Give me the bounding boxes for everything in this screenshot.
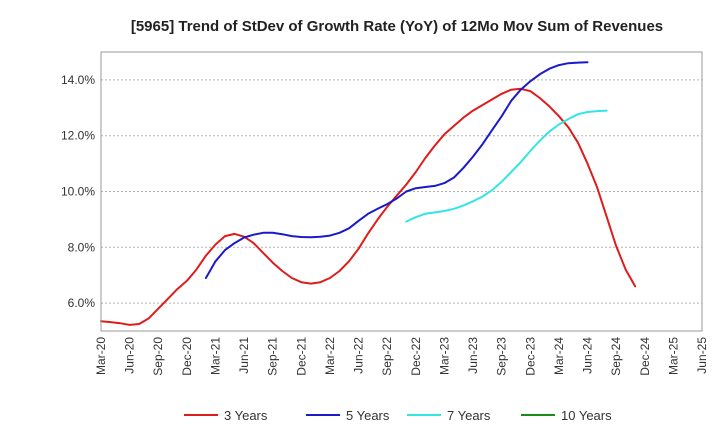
- y-tick-label: 14.0%: [61, 73, 95, 87]
- x-tick-label: Jun-25: [695, 337, 709, 374]
- y-axis-ticks: 6.0% 8.0% 10.0% 12.0% 14.0%: [61, 73, 95, 310]
- x-tick-label: Mar-25: [666, 337, 680, 375]
- series-line-3-years: [100, 87, 637, 326]
- x-tick-label: Jun-20: [123, 337, 137, 374]
- plot-area: [100, 51, 703, 332]
- x-tick-label: Sep-23: [495, 337, 509, 376]
- legend-label: 7 Years: [447, 408, 491, 423]
- legend-label: 5 Years: [346, 408, 390, 423]
- x-tick-label: Sep-24: [609, 337, 623, 376]
- legend-label: 3 Years: [224, 408, 268, 423]
- x-tick-label: Sep-20: [151, 337, 165, 376]
- x-tick-label: Mar-21: [208, 337, 222, 375]
- x-tick-label: Jun-23: [466, 337, 480, 374]
- x-tick-label: Dec-20: [180, 337, 194, 376]
- x-axis-ticks: Mar-20 Jun-20 Sep-20 Dec-20 Mar-21 Jun-21 Sep-…: [94, 337, 709, 376]
- x-tick-label: Dec-22: [409, 337, 423, 376]
- y-tick-label: 6.0%: [68, 296, 96, 310]
- y-tick-label: 12.0%: [61, 129, 95, 143]
- y-tick-label: 8.0%: [68, 240, 96, 254]
- chart-title: [5965] Trend of StDev of Growth Rate (Yo…: [131, 18, 663, 35]
- x-tick-label: Dec-23: [523, 337, 537, 376]
- x-tick-label: Dec-24: [638, 337, 652, 376]
- x-tick-label: Dec-21: [294, 337, 308, 376]
- x-tick-label: Jun-24: [581, 337, 595, 374]
- legend: 3 Years 5 Years 7 Years 10 Years: [184, 408, 612, 423]
- series-lines: [100, 61, 637, 326]
- series-line-7-years: [405, 109, 608, 223]
- x-tick-label: Mar-20: [94, 337, 108, 375]
- x-tick-label: Mar-22: [323, 337, 337, 375]
- x-tick-label: Sep-22: [380, 337, 394, 376]
- x-tick-label: Mar-24: [552, 337, 566, 375]
- y-tick-label: 10.0%: [61, 185, 95, 199]
- x-tick-label: Jun-21: [237, 337, 251, 374]
- legend-label: 10 Years: [561, 408, 612, 423]
- series-line-5-years: [204, 61, 589, 279]
- x-tick-label: Jun-22: [352, 337, 366, 374]
- x-tick-label: Sep-21: [266, 337, 280, 376]
- x-tick-label: Mar-23: [437, 337, 451, 375]
